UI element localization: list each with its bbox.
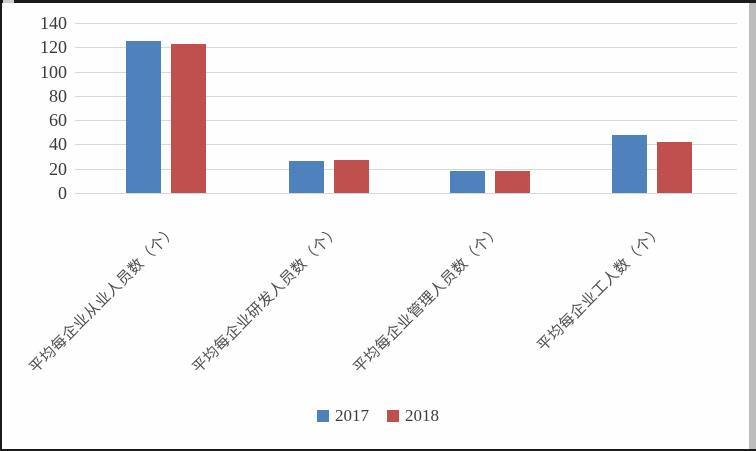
bar-2017-group2 — [289, 161, 324, 193]
bar-group-4 — [612, 23, 692, 193]
bar-group-3 — [450, 23, 530, 193]
category-label-4: 平均每企业工人数（个） — [535, 222, 668, 355]
gridline-y120 — [75, 47, 737, 49]
bar-2018-group2 — [334, 160, 369, 193]
bar-2018-group4 — [657, 142, 692, 193]
gridline-y60 — [75, 120, 737, 122]
bar-2017-group4 — [612, 134, 647, 193]
scan-edge-bottom — [0, 449, 756, 451]
y-tick-label-40: 40 — [49, 134, 67, 155]
category-label-3: 平均每企业管理人员数（个） — [351, 222, 506, 377]
y-tick-label-120: 120 — [40, 37, 67, 58]
y-tick-label-140: 140 — [40, 13, 67, 33]
scan-edge-top-notch — [3, 0, 14, 3]
scan-edge-left — [0, 0, 2, 451]
legend-swatch-2018 — [387, 410, 399, 422]
bar-group-1 — [126, 23, 206, 193]
y-tick-label-100: 100 — [40, 61, 67, 82]
y-tick-label-60: 60 — [49, 110, 67, 131]
legend-label-2017: 2017 — [335, 406, 369, 425]
category-label-1: 平均每企业从业人员数（个） — [27, 222, 182, 377]
scan-edge-right — [749, 3, 756, 449]
bar-group-2 — [289, 23, 369, 193]
y-tick-label-20: 20 — [49, 158, 67, 179]
category-label-2: 平均每企业研发人员数（个） — [190, 222, 345, 377]
gridline-y40 — [75, 144, 737, 146]
y-tick-label-80: 80 — [49, 85, 67, 106]
legend-item-2018: 2018 — [387, 407, 439, 425]
gridline-y100 — [75, 71, 737, 73]
y-tick-label-0: 0 — [58, 183, 67, 203]
legend: 2017 2018 — [0, 407, 756, 425]
gridline-y80 — [75, 95, 737, 97]
gridline-y20 — [75, 168, 737, 170]
scan-edge-top — [0, 0, 756, 3]
bar-2018-group3 — [495, 171, 530, 193]
legend-label-2018: 2018 — [405, 406, 439, 425]
bar-2017-group1 — [126, 41, 161, 193]
gridline-y0 — [75, 193, 737, 194]
gridline-y140 — [75, 23, 737, 24]
plot-area — [75, 23, 737, 194]
bar-2017-group3 — [450, 171, 485, 193]
bar-2018-group1 — [171, 43, 206, 193]
legend-swatch-2017 — [317, 410, 329, 422]
legend-item-2017: 2017 — [317, 407, 369, 425]
